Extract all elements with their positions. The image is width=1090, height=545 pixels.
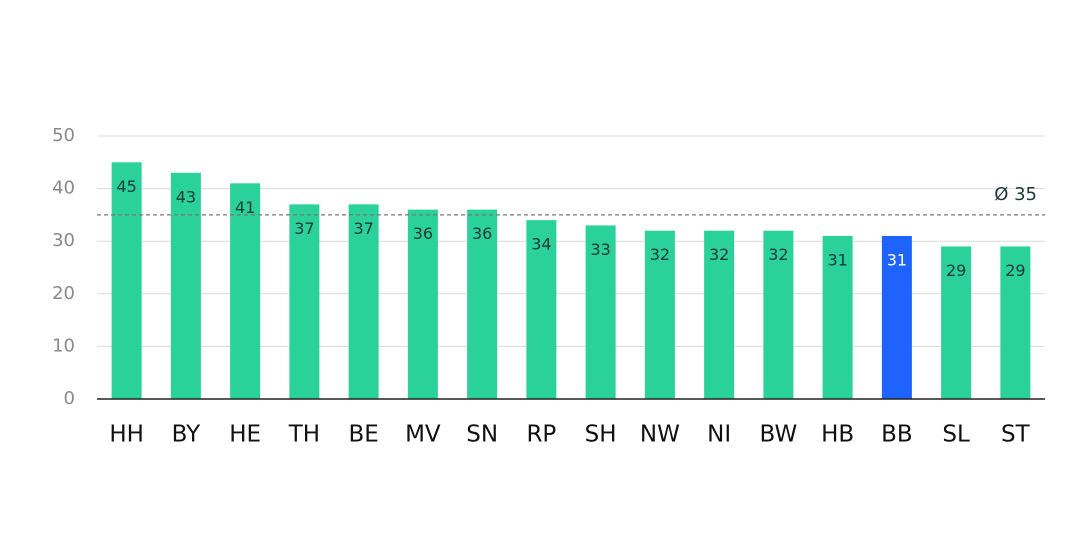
x-tick-label: ST xyxy=(1001,422,1031,448)
x-tick-label: MV xyxy=(405,422,441,448)
x-tick-label: BY xyxy=(172,422,202,448)
y-tick-label: 20 xyxy=(52,283,75,304)
bar xyxy=(289,204,320,399)
value-label: 33 xyxy=(590,240,610,259)
value-label: 43 xyxy=(176,187,196,206)
value-label: 34 xyxy=(531,235,551,254)
value-label: 29 xyxy=(946,261,966,280)
x-tick-label: BW xyxy=(760,422,798,448)
y-tick-label: 30 xyxy=(52,230,75,251)
bar xyxy=(704,230,735,399)
value-label: 31 xyxy=(887,250,907,269)
bar xyxy=(348,204,379,399)
value-label: 36 xyxy=(472,224,492,243)
y-tick-label: 10 xyxy=(52,335,75,356)
value-label: 32 xyxy=(709,245,729,264)
average-label: Ø 35 xyxy=(994,184,1037,205)
bar xyxy=(585,225,616,399)
bar xyxy=(644,230,675,399)
bar xyxy=(526,220,557,399)
x-tick-label: BE xyxy=(348,422,378,448)
value-label: 41 xyxy=(235,198,255,217)
x-tick-label: NI xyxy=(707,422,731,448)
bar xyxy=(763,230,794,399)
bar xyxy=(941,246,972,399)
x-tick-label: HE xyxy=(229,422,261,448)
x-tick-label: BB xyxy=(881,422,913,448)
x-tick-label: HB xyxy=(821,422,854,448)
x-tick-label: NW xyxy=(640,422,680,448)
x-tick-label: SH xyxy=(585,422,617,448)
bar xyxy=(111,162,142,399)
y-tick-label: 40 xyxy=(52,178,75,199)
bar xyxy=(881,235,912,399)
x-tick-label: TH xyxy=(288,422,320,448)
x-tick-label: HH xyxy=(109,422,144,448)
value-label: 36 xyxy=(413,224,433,243)
x-tick-label: SN xyxy=(466,422,498,448)
value-label: 31 xyxy=(827,250,847,269)
x-tick-label: SL xyxy=(942,422,970,448)
bar xyxy=(822,235,853,399)
y-tick-label: 0 xyxy=(64,388,75,409)
bar xyxy=(170,172,201,399)
bar xyxy=(467,209,498,399)
bar xyxy=(1000,246,1031,399)
value-label: 37 xyxy=(353,219,373,238)
bar xyxy=(407,209,438,399)
value-label: 29 xyxy=(1005,261,1025,280)
bar xyxy=(230,183,261,399)
value-label: 37 xyxy=(294,219,314,238)
x-tick-label: RP xyxy=(526,422,556,448)
value-label: 32 xyxy=(650,245,670,264)
y-tick-label: 50 xyxy=(52,125,75,146)
value-label: 45 xyxy=(116,177,136,196)
value-label: 32 xyxy=(768,245,788,264)
